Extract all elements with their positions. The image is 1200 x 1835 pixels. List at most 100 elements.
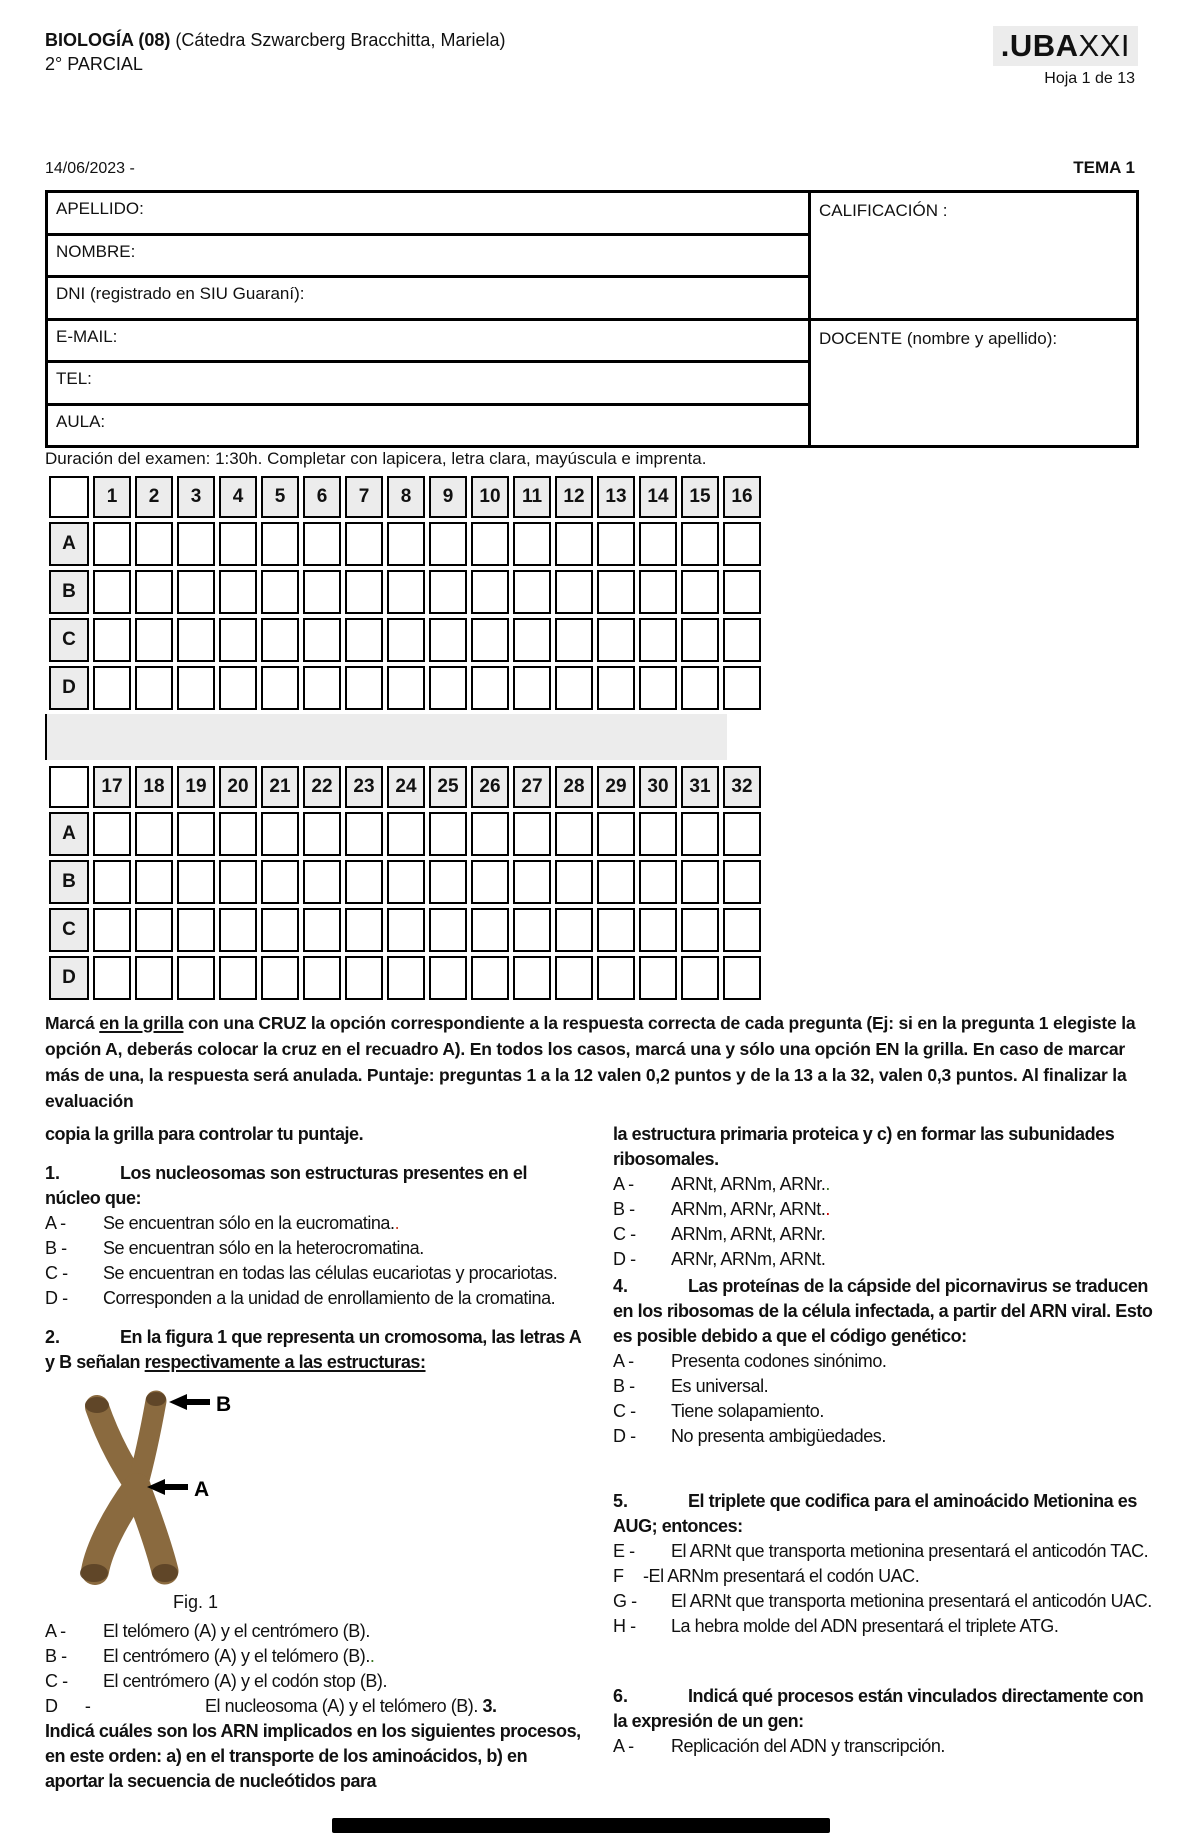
answer-cell-20-D[interactable] [219,956,257,1000]
answer-cell-8-B[interactable] [387,570,425,614]
answer-cell-17-B[interactable] [93,860,131,904]
answer-cell-10-A[interactable] [471,522,509,566]
answer-cell-2-C[interactable] [135,618,173,662]
answer-cell-21-B[interactable] [261,860,299,904]
answer-cell-21-A[interactable] [261,812,299,856]
answer-cell-31-B[interactable] [681,860,719,904]
answer-cell-22-B[interactable] [303,860,341,904]
answer-cell-13-B[interactable] [597,570,635,614]
answer-cell-9-A[interactable] [429,522,467,566]
answer-cell-19-D[interactable] [177,956,215,1000]
answer-cell-10-C[interactable] [471,618,509,662]
answer-cell-31-D[interactable] [681,956,719,1000]
answer-cell-15-C[interactable] [681,618,719,662]
field-calificacion[interactable]: CALIFICACIÓN : [811,193,1136,321]
answer-cell-30-C[interactable] [639,908,677,952]
answer-cell-1-A[interactable] [93,522,131,566]
answer-cell-22-C[interactable] [303,908,341,952]
answer-cell-13-C[interactable] [597,618,635,662]
answer-cell-6-B[interactable] [303,570,341,614]
answer-cell-25-D[interactable] [429,956,467,1000]
answer-cell-14-B[interactable] [639,570,677,614]
answer-cell-26-D[interactable] [471,956,509,1000]
answer-cell-11-D[interactable] [513,666,551,710]
answer-cell-3-C[interactable] [177,618,215,662]
answer-cell-8-C[interactable] [387,618,425,662]
answer-cell-14-A[interactable] [639,522,677,566]
answer-cell-3-B[interactable] [177,570,215,614]
answer-cell-23-B[interactable] [345,860,383,904]
answer-cell-20-B[interactable] [219,860,257,904]
answer-cell-26-A[interactable] [471,812,509,856]
answer-cell-2-D[interactable] [135,666,173,710]
answer-cell-12-D[interactable] [555,666,593,710]
field-nombre[interactable]: NOMBRE: [48,236,808,278]
answer-cell-8-A[interactable] [387,522,425,566]
answer-cell-12-B[interactable] [555,570,593,614]
answer-cell-18-C[interactable] [135,908,173,952]
answer-cell-11-B[interactable] [513,570,551,614]
answer-cell-29-A[interactable] [597,812,635,856]
answer-cell-19-A[interactable] [177,812,215,856]
answer-cell-23-D[interactable] [345,956,383,1000]
answer-cell-5-C[interactable] [261,618,299,662]
answer-cell-30-A[interactable] [639,812,677,856]
answer-cell-15-A[interactable] [681,522,719,566]
answer-cell-16-A[interactable] [723,522,761,566]
answer-cell-1-B[interactable] [93,570,131,614]
answer-cell-22-A[interactable] [303,812,341,856]
answer-cell-28-D[interactable] [555,956,593,1000]
answer-cell-18-D[interactable] [135,956,173,1000]
answer-cell-18-A[interactable] [135,812,173,856]
field-tel[interactable]: TEL: [48,363,808,406]
answer-cell-23-C[interactable] [345,908,383,952]
field-aula[interactable]: AULA: [56,411,106,431]
answer-cell-9-D[interactable] [429,666,467,710]
answer-cell-26-C[interactable] [471,908,509,952]
answer-cell-13-A[interactable] [597,522,635,566]
answer-cell-4-A[interactable] [219,522,257,566]
answer-cell-29-B[interactable] [597,860,635,904]
answer-cell-29-D[interactable] [597,956,635,1000]
answer-cell-23-A[interactable] [345,812,383,856]
answer-cell-4-D[interactable] [219,666,257,710]
answer-cell-32-C[interactable] [723,908,761,952]
answer-cell-7-A[interactable] [345,522,383,566]
field-apellido[interactable]: APELLIDO: [48,193,808,236]
answer-cell-32-D[interactable] [723,956,761,1000]
answer-cell-6-D[interactable] [303,666,341,710]
answer-cell-2-B[interactable] [135,570,173,614]
answer-cell-15-D[interactable] [681,666,719,710]
answer-cell-9-B[interactable] [429,570,467,614]
answer-cell-30-B[interactable] [639,860,677,904]
answer-cell-11-C[interactable] [513,618,551,662]
answer-cell-6-C[interactable] [303,618,341,662]
answer-cell-16-D[interactable] [723,666,761,710]
answer-cell-17-D[interactable] [93,956,131,1000]
answer-cell-18-B[interactable] [135,860,173,904]
answer-cell-10-D[interactable] [471,666,509,710]
answer-cell-8-D[interactable] [387,666,425,710]
answer-cell-3-A[interactable] [177,522,215,566]
answer-cell-1-D[interactable] [93,666,131,710]
answer-cell-13-D[interactable] [597,666,635,710]
answer-cell-24-C[interactable] [387,908,425,952]
answer-cell-2-A[interactable] [135,522,173,566]
answer-cell-6-A[interactable] [303,522,341,566]
answer-cell-31-A[interactable] [681,812,719,856]
answer-cell-16-B[interactable] [723,570,761,614]
answer-cell-5-A[interactable] [261,522,299,566]
answer-cell-4-B[interactable] [219,570,257,614]
answer-cell-3-D[interactable] [177,666,215,710]
answer-cell-14-D[interactable] [639,666,677,710]
answer-cell-11-A[interactable] [513,522,551,566]
answer-cell-1-C[interactable] [93,618,131,662]
answer-cell-20-C[interactable] [219,908,257,952]
answer-cell-27-C[interactable] [513,908,551,952]
answer-cell-15-B[interactable] [681,570,719,614]
answer-cell-28-A[interactable] [555,812,593,856]
answer-cell-30-D[interactable] [639,956,677,1000]
answer-cell-12-C[interactable] [555,618,593,662]
answer-cell-14-C[interactable] [639,618,677,662]
answer-cell-17-C[interactable] [93,908,131,952]
